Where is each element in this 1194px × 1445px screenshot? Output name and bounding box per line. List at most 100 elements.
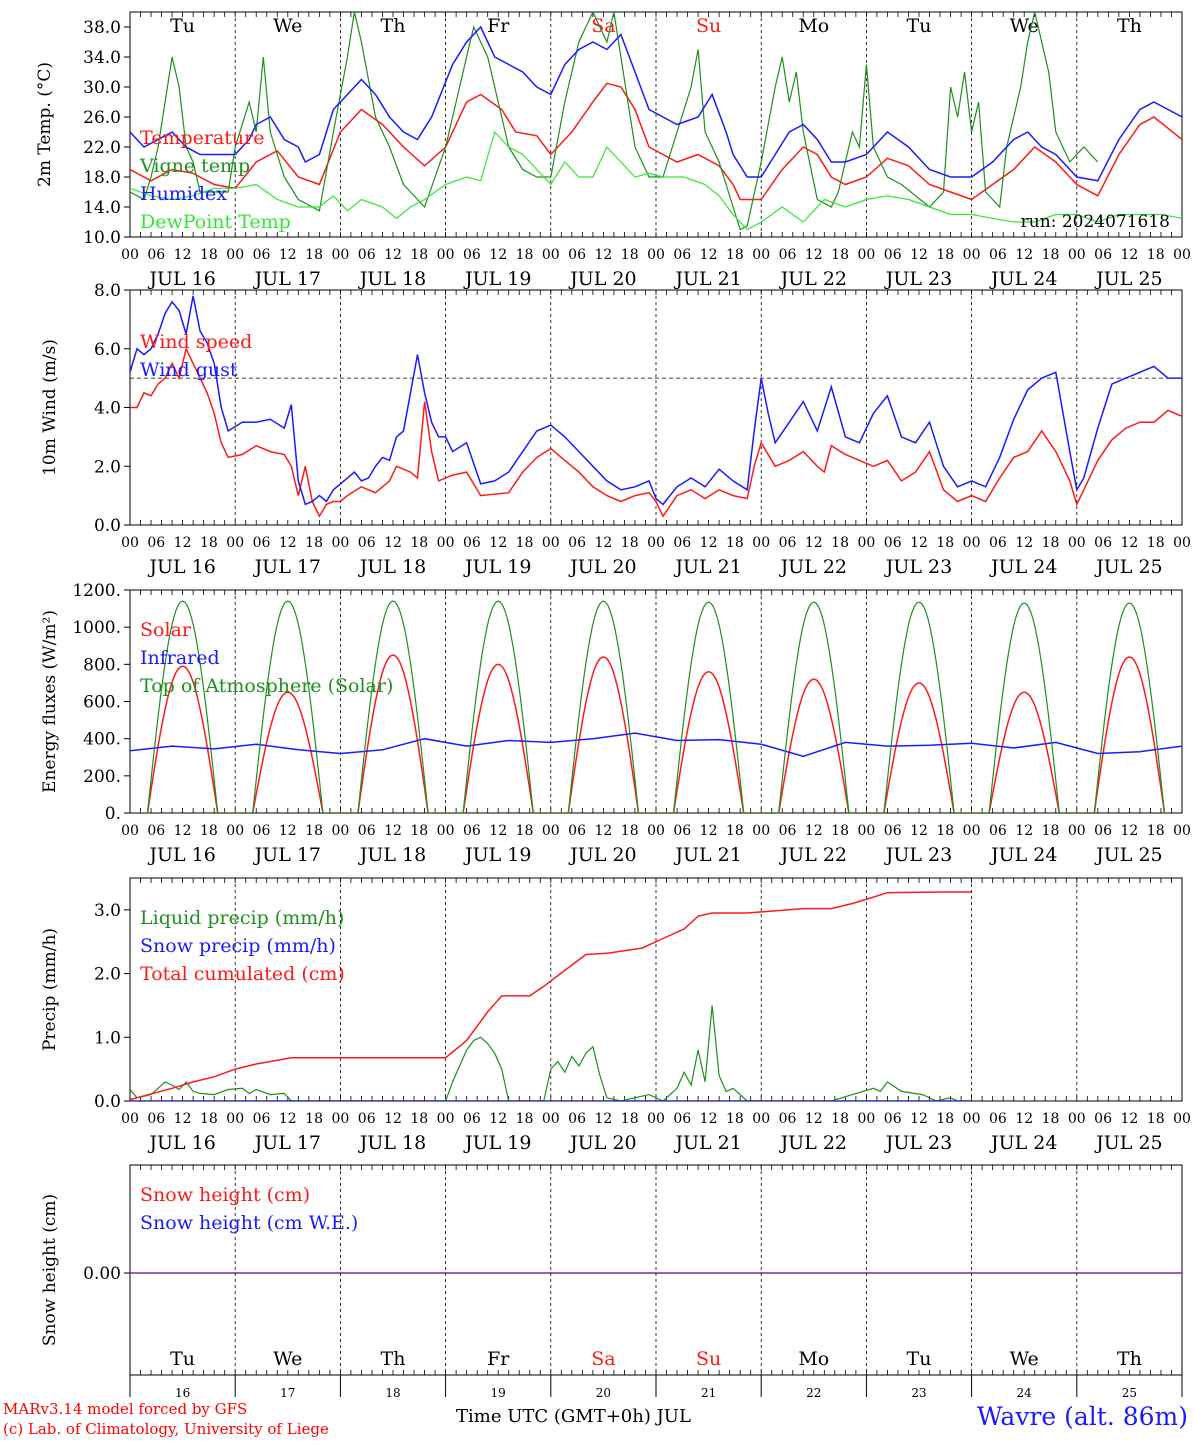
- hour-tick-label: 00: [226, 823, 244, 839]
- legend-entry: Wind speed: [140, 331, 252, 353]
- hour-tick-label: 00: [1068, 1111, 1086, 1127]
- y-tick-label: 26.0: [83, 108, 121, 128]
- hour-tick-label: 06: [463, 535, 481, 551]
- series-line-top-of-atmosphere-solar-: [140, 600, 1168, 813]
- day-number-label: 16: [175, 1386, 190, 1400]
- hour-tick-label: 00: [647, 823, 665, 839]
- date-label: JUL 16: [147, 844, 215, 866]
- hour-tick-label: 12: [594, 1111, 612, 1127]
- hour-tick-label: 00: [1068, 247, 1086, 263]
- hour-tick-label: 18: [621, 535, 639, 551]
- hour-tick-label: 18: [1042, 1111, 1060, 1127]
- day-number-label: 18: [385, 1386, 400, 1400]
- date-label: JUL 17: [253, 268, 321, 290]
- hour-tick-label: 12: [805, 247, 823, 263]
- hour-tick-label: 18: [936, 247, 954, 263]
- hour-tick-label: 06: [1094, 535, 1112, 551]
- panel-1: 10.0 14.0 18.0 22.0 26.0 30.0 34.0 38.0 2m Temp.…: [35, 11, 1191, 290]
- hour-tick-label: 18: [1042, 823, 1060, 839]
- hour-tick-label: 00: [963, 535, 981, 551]
- legend-entry: Snow precip (mm/h): [140, 935, 336, 957]
- hour-tick-label: 00: [437, 1111, 455, 1127]
- series-line-dewpoint-temp: [130, 130, 1182, 231]
- day-number-label: 23: [911, 1386, 926, 1400]
- weekday-label: Mo: [798, 15, 829, 37]
- hour-tick-label: 06: [253, 1111, 271, 1127]
- hour-tick-label: 18: [200, 535, 218, 551]
- y-tick-label: 30.0: [83, 78, 121, 98]
- date-label: JUL 24: [989, 556, 1057, 578]
- date-label: JUL 21: [673, 844, 741, 866]
- hour-tick-label: 12: [910, 535, 928, 551]
- hour-tick-label: 06: [463, 823, 481, 839]
- hour-tick-label: 06: [673, 1111, 691, 1127]
- hour-tick-label: 00: [857, 823, 875, 839]
- hour-tick-label: 00: [437, 535, 455, 551]
- hour-tick-label: 18: [726, 1111, 744, 1127]
- hour-tick-label: 00: [226, 1111, 244, 1127]
- date-label: JUL 24: [989, 268, 1057, 290]
- hour-tick-label: 12: [279, 1111, 297, 1127]
- hour-tick-label: 06: [989, 535, 1007, 551]
- y-tick-label: 200.: [83, 767, 121, 787]
- hour-tick-label: 00: [542, 823, 560, 839]
- y-tick-label: 4.0: [94, 399, 121, 419]
- hour-tick-label: 12: [910, 1111, 928, 1127]
- hour-tick-label: 00: [647, 1111, 665, 1127]
- y-tick-label: 34.0: [83, 48, 121, 68]
- hour-tick-label: 00: [857, 1111, 875, 1127]
- hour-tick-label: 00: [752, 247, 770, 263]
- weekday-label: Sa: [591, 1348, 615, 1370]
- hour-tick-label: 12: [384, 247, 402, 263]
- legend-entry: Vigne temp: [139, 155, 250, 177]
- date-label: JUL 24: [989, 844, 1057, 866]
- series-line-total-cumulated-cm-: [130, 891, 972, 1101]
- date-label: JUL 20: [568, 556, 636, 578]
- hour-tick-label: 00: [1068, 823, 1086, 839]
- hour-tick-label: 00: [963, 823, 981, 839]
- hour-tick-label: 12: [279, 247, 297, 263]
- series-line-humidex: [130, 25, 1182, 182]
- hour-tick-label: 06: [358, 535, 376, 551]
- weekday-label: Th: [381, 1348, 406, 1370]
- hour-tick-label: 06: [463, 247, 481, 263]
- model-credit: MARv3.14 model forced by GFS: [3, 1400, 248, 1418]
- hour-tick-label: 06: [673, 247, 691, 263]
- hour-tick-label: 18: [516, 1111, 534, 1127]
- hour-tick-label: 00: [963, 247, 981, 263]
- date-label: JUL 19: [463, 844, 531, 866]
- weekday-label: We: [1010, 15, 1039, 37]
- date-label: JUL 17: [253, 844, 321, 866]
- hour-tick-label: 00: [437, 247, 455, 263]
- series-line-temperature: [130, 82, 1182, 201]
- hour-tick-label: 06: [779, 823, 797, 839]
- date-label: JUL 23: [884, 844, 952, 866]
- series-line-liquid-precip-mm-h-: [130, 1005, 972, 1101]
- hour-tick-label: 12: [174, 535, 192, 551]
- y-tick-label: 1200.: [72, 581, 121, 601]
- y-tick-label: 0.: [105, 804, 121, 824]
- hour-tick-label: 00: [542, 535, 560, 551]
- hour-tick-label: 12: [384, 535, 402, 551]
- hour-tick-label: 18: [200, 1111, 218, 1127]
- weekday-label: Tu: [170, 1348, 195, 1370]
- hour-tick-label: 12: [1015, 247, 1033, 263]
- date-label: JUL 22: [779, 556, 847, 578]
- hour-tick-label: 00: [226, 247, 244, 263]
- y-tick-label: 14.0: [83, 198, 121, 218]
- weekday-label: Fr: [487, 15, 510, 37]
- y-tick-label: 22.0: [83, 138, 121, 158]
- hour-tick-label: 18: [831, 535, 849, 551]
- date-label: JUL 18: [358, 844, 426, 866]
- station-name: Wavre (alt. 86m): [976, 1402, 1188, 1431]
- hour-tick-label: 18: [1147, 823, 1165, 839]
- hour-tick-label: 00: [752, 535, 770, 551]
- hour-tick-label: 00: [226, 535, 244, 551]
- hour-tick-label: 12: [594, 247, 612, 263]
- hour-tick-label: 06: [358, 823, 376, 839]
- hour-tick-label: 18: [936, 823, 954, 839]
- weekday-label: Tu: [907, 15, 932, 37]
- date-label: JUL 20: [568, 268, 636, 290]
- hour-tick-label: 06: [884, 1111, 902, 1127]
